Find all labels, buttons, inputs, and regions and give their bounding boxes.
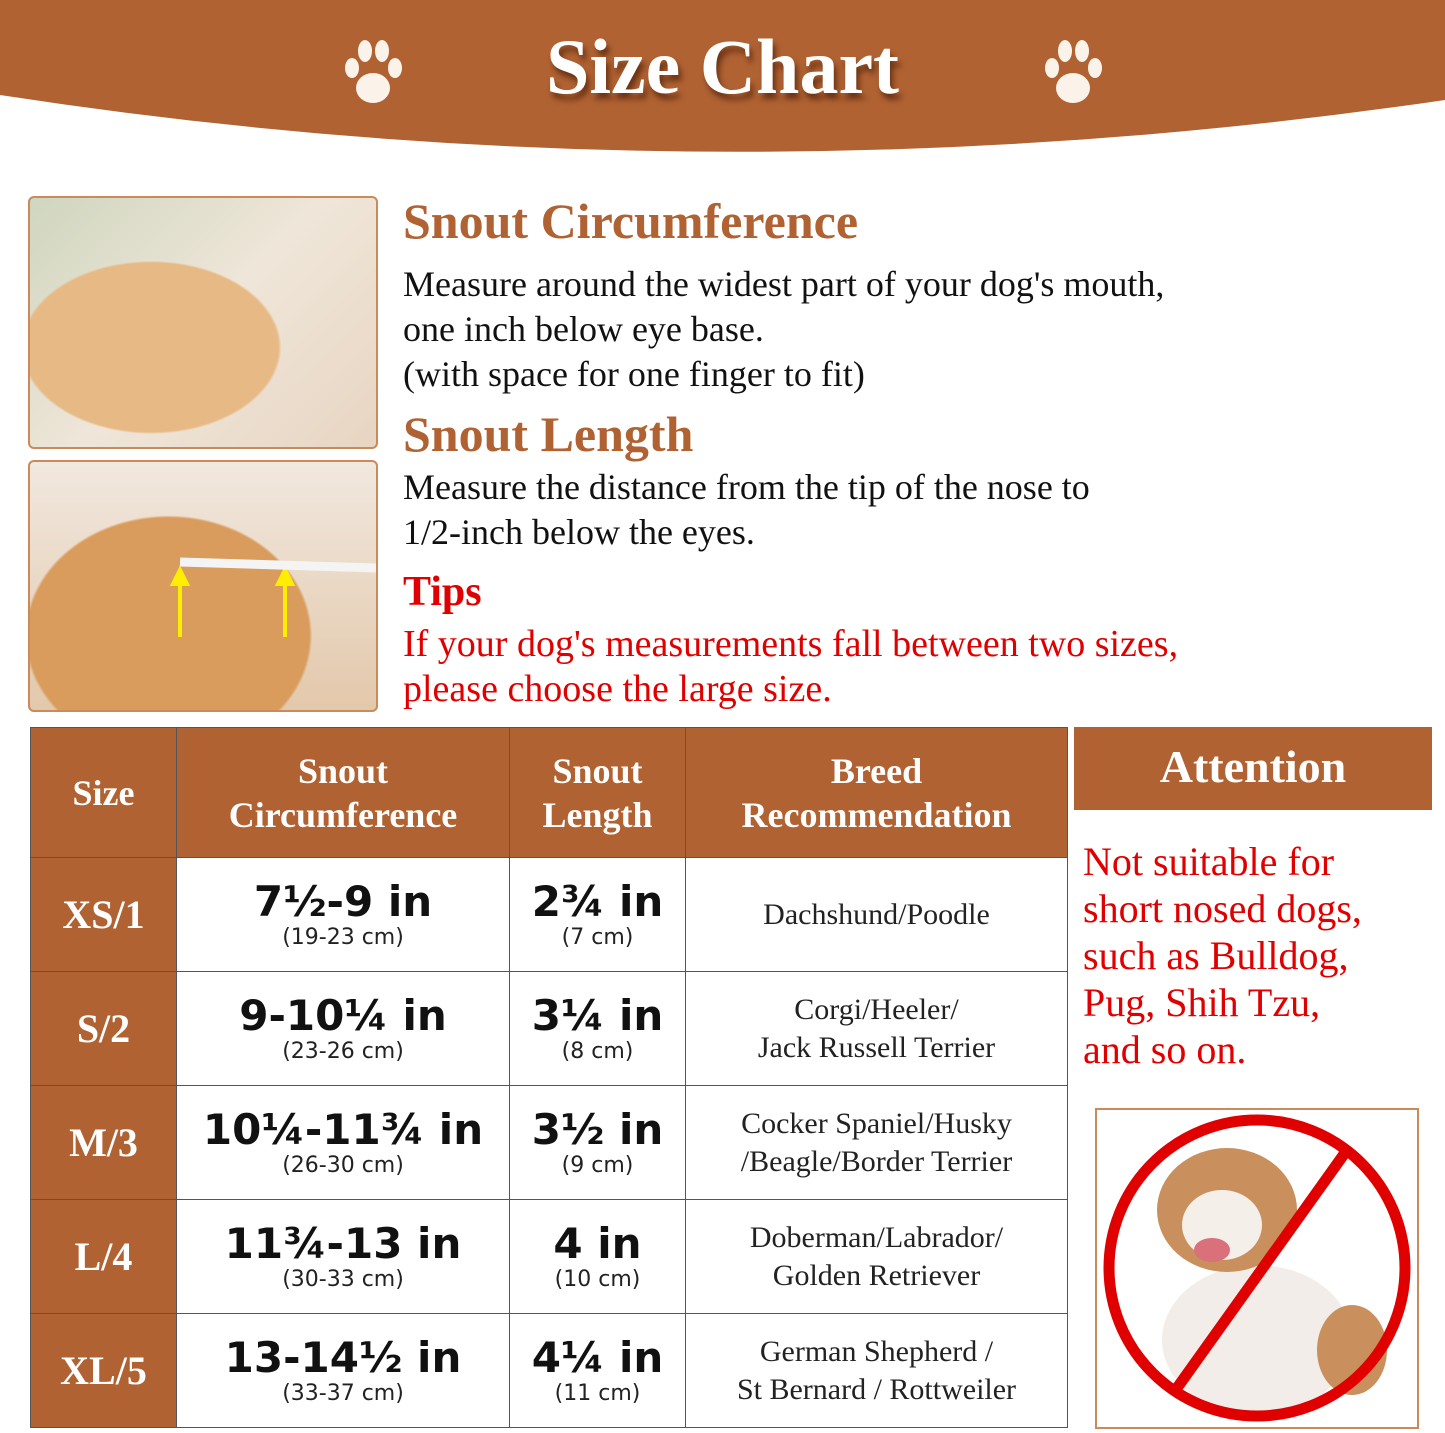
attention-heading: Attention xyxy=(1074,727,1432,810)
circumference-in: 10¼-11¾ in xyxy=(202,1105,484,1154)
table-row: XL/5 13-14½ in (33-37 cm) 4¼ in (11 cm) Ge… xyxy=(30,1313,1068,1428)
breed-line: Jack Russell Terrier xyxy=(757,1030,996,1064)
circumference-cell: 13-14½ in (33-37 cm) xyxy=(176,1313,510,1428)
length-cm: (10 cm) xyxy=(554,1267,641,1292)
length-in: 3¼ in xyxy=(531,991,664,1040)
snout-length-text: Measure the distance from the tip of the… xyxy=(403,465,1090,555)
breed-line: German Shepherd / xyxy=(759,1334,994,1368)
table-row: S/2 9-10¼ in (23-26 cm) 3¼ in (8 cm) Corgi… xyxy=(30,971,1068,1086)
tips-text: If your dog's measurements fall between … xyxy=(403,622,1178,712)
length-in: 2¾ in xyxy=(531,877,664,926)
length-in: 4 in xyxy=(553,1219,642,1268)
tips-heading: Tips xyxy=(403,569,482,615)
breed-line: Golden Retriever xyxy=(772,1258,981,1292)
circumference-cell: 10¼-11¾ in (26-30 cm) xyxy=(176,1085,510,1200)
table-header-row: Size Snout Circumference Snout Length Br… xyxy=(30,727,1068,858)
circumference-in: 13-14½ in xyxy=(224,1333,462,1382)
breed-cell: Dachshund/Poodle xyxy=(685,857,1068,972)
length-cell: 2¾ in (7 cm) xyxy=(509,857,686,972)
breed-line: Corgi/Heeler/ xyxy=(794,992,959,1026)
paw-icon xyxy=(1045,40,1102,103)
breed-line: Doberman/Labrador/ xyxy=(749,1220,1004,1254)
length-cm: (7 cm) xyxy=(561,925,634,950)
size-table: Size Snout Circumference Snout Length Br… xyxy=(30,727,1068,1428)
length-measure-photo xyxy=(28,460,378,712)
breed-cell: Cocker Spaniel/Husky/Beagle/Border Terri… xyxy=(685,1085,1068,1200)
length-cell: 3¼ in (8 cm) xyxy=(509,971,686,1086)
circumference-cell: 11¾-13 in (30-33 cm) xyxy=(176,1199,510,1314)
circumference-measure-photo xyxy=(28,196,378,449)
length-in: 3½ in xyxy=(531,1105,664,1154)
circumference-cell: 7½-9 in (19-23 cm) xyxy=(176,857,510,972)
length-cell: 4¼ in (11 cm) xyxy=(509,1313,686,1428)
breed-cell: German Shepherd / St Bernard / Rottweiler xyxy=(685,1313,1068,1428)
header-breed: Breed Recommendation xyxy=(685,727,1068,858)
paw-icon xyxy=(345,40,402,103)
text-line: such as Bulldog, xyxy=(1083,933,1349,978)
attention-text: Not suitable for short nosed dogs, such … xyxy=(1083,838,1438,1073)
circumference-cell: 9-10¼ in (23-26 cm) xyxy=(176,971,510,1086)
page-title: Size Chart xyxy=(545,23,900,110)
length-cm: (11 cm) xyxy=(554,1381,641,1406)
circumference-in: 9-10¼ in xyxy=(239,991,447,1040)
length-cm: (9 cm) xyxy=(561,1153,634,1178)
text-line: short nosed dogs, xyxy=(1083,886,1362,931)
size-cell: M/3 xyxy=(30,1085,177,1200)
snout-circumference-heading: Snout Circumference xyxy=(403,193,859,249)
arrow-icon xyxy=(169,557,376,637)
bulldog-photo xyxy=(1157,1148,1387,1415)
breed-line: Dachshund/Poodle xyxy=(763,897,990,931)
text-line: If your dog's measurements fall between … xyxy=(403,623,1179,665)
text-line: (with space for one finger to fit) xyxy=(403,354,865,394)
circumference-cm: (30-33 cm) xyxy=(282,1267,404,1292)
circumference-cm: (26-30 cm) xyxy=(282,1153,404,1178)
breed-cell: Doberman/Labrador/Golden Retriever xyxy=(685,1199,1068,1314)
breed-line: /Beagle/Border Terrier xyxy=(740,1144,1013,1178)
table-row: L/4 11¾-13 in (30-33 cm) 4 in (10 cm) Dobe… xyxy=(30,1199,1068,1314)
text-line: one inch below eye base. xyxy=(403,309,764,349)
breed-line: Cocker Spaniel/Husky xyxy=(741,1106,1012,1140)
header-size: Size xyxy=(30,727,177,858)
circumference-in: 11¾-13 in xyxy=(224,1219,462,1268)
length-in: 4¼ in xyxy=(531,1333,664,1382)
text-line: Measure around the widest part of your d… xyxy=(403,264,1165,304)
circumference-in: 7½-9 in xyxy=(253,877,433,926)
bulldog-prohibited-image xyxy=(1095,1108,1419,1429)
breed-cell: Corgi/Heeler/Jack Russell Terrier xyxy=(685,971,1068,1086)
size-cell: XS/1 xyxy=(30,857,177,972)
length-cell: 4 in (10 cm) xyxy=(509,1199,686,1314)
circumference-cm: (33-37 cm) xyxy=(282,1381,404,1406)
table-row: M/3 10¼-11¾ in (26-30 cm) 3½ in (9 cm) Coc… xyxy=(30,1085,1068,1200)
circumference-cm: (23-26 cm) xyxy=(282,1039,404,1064)
breed-line: St Bernard / Rottweiler xyxy=(736,1372,1017,1406)
snout-length-heading: Snout Length xyxy=(403,406,694,462)
text-line: please choose the large size. xyxy=(403,668,832,710)
prohibited-icon xyxy=(1103,1114,1411,1422)
text-line: 1/2-inch below the eyes. xyxy=(403,512,755,552)
text-line: and so on. xyxy=(1083,1027,1247,1072)
length-cm: (8 cm) xyxy=(561,1039,634,1064)
text-line: Measure the distance from the tip of the… xyxy=(403,467,1090,507)
circumference-cm: (19-23 cm) xyxy=(282,925,404,950)
snout-circumference-text: Measure around the widest part of your d… xyxy=(403,262,1164,397)
table-row: XS/1 7½-9 in (19-23 cm) 2¾ in (7 cm) Dachs… xyxy=(30,857,1068,972)
size-cell: XL/5 xyxy=(30,1313,177,1428)
header-length: Snout Length xyxy=(509,727,686,858)
text-line: Pug, Shih Tzu, xyxy=(1083,980,1321,1025)
text-line: Not suitable for xyxy=(1083,839,1335,884)
size-cell: L/4 xyxy=(30,1199,177,1314)
header-circumference: Snout Circumference xyxy=(176,727,510,858)
size-cell: S/2 xyxy=(30,971,177,1086)
length-cell: 3½ in (9 cm) xyxy=(509,1085,686,1200)
header-banner xyxy=(0,0,1445,152)
